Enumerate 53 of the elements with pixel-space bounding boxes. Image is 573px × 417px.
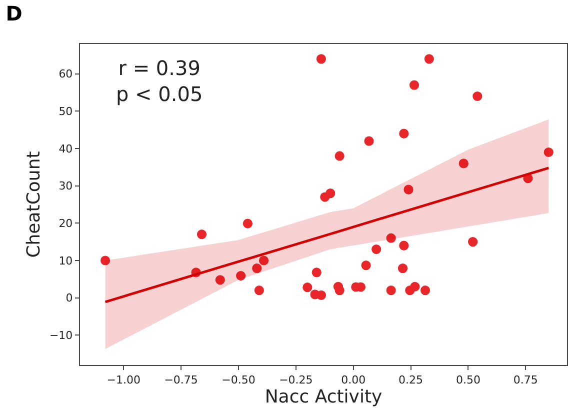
y-tick-label: 50 xyxy=(58,105,73,118)
point xyxy=(254,286,264,296)
point xyxy=(361,260,371,270)
point xyxy=(398,264,408,274)
x-tick-label: −0.75 xyxy=(164,373,198,386)
x-tick-label: 0.50 xyxy=(456,373,480,386)
y-tick-label: 20 xyxy=(58,217,73,230)
y-tick-label: 40 xyxy=(58,142,73,156)
x-tick-label: 0.25 xyxy=(398,373,424,386)
point xyxy=(404,184,414,194)
point xyxy=(252,264,262,274)
point xyxy=(334,151,344,161)
annotation: r = 0.39 p < 0.05 xyxy=(116,56,203,106)
point xyxy=(316,290,326,300)
point xyxy=(334,286,344,296)
point xyxy=(196,230,207,240)
x-tick-label: −0.50 xyxy=(222,373,256,386)
line-series xyxy=(104,166,550,304)
y-tick-label: 60 xyxy=(58,68,73,81)
y-axis-title: CheatCount xyxy=(24,151,45,258)
y-tick-label: 0 xyxy=(66,292,73,305)
point xyxy=(420,286,430,296)
point xyxy=(468,237,478,247)
point xyxy=(312,268,322,278)
point xyxy=(544,147,554,158)
point xyxy=(399,128,409,138)
point xyxy=(326,188,336,198)
point xyxy=(409,80,420,90)
point xyxy=(386,233,396,243)
point xyxy=(386,286,396,296)
x-tick-label: −0.25 xyxy=(279,373,313,386)
point xyxy=(100,256,110,266)
point xyxy=(399,240,409,250)
point xyxy=(242,218,252,228)
x-tick-label: 0.75 xyxy=(513,373,538,386)
point xyxy=(410,282,420,292)
point xyxy=(316,54,326,64)
x-tick-label: −1.00 xyxy=(106,373,141,386)
chart-title: D xyxy=(6,1,22,26)
point xyxy=(302,282,312,292)
point xyxy=(258,256,269,266)
point xyxy=(215,275,225,285)
point xyxy=(424,54,434,64)
point xyxy=(458,158,468,168)
y-tick-label: 10 xyxy=(58,254,73,268)
point xyxy=(372,244,382,254)
point xyxy=(236,270,246,281)
x-tick-label: 0.00 xyxy=(341,373,366,386)
point xyxy=(364,136,374,146)
y-tick-label: −10 xyxy=(49,328,73,342)
x-axis-title: Nacc Activity xyxy=(264,386,383,408)
y-tick-label: 30 xyxy=(58,180,73,193)
point xyxy=(472,91,482,102)
